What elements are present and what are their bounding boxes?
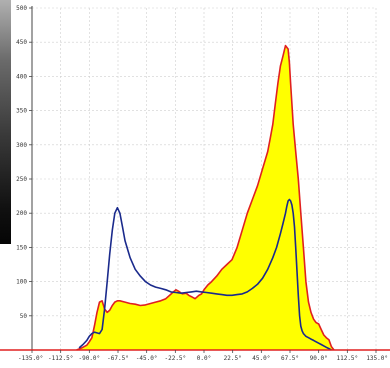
series-layer	[76, 44, 335, 351]
x-tick-label: -112.5°	[48, 355, 73, 362]
x-tick-label: -22.5°	[164, 355, 186, 362]
y-tick-label: 450	[16, 39, 27, 46]
x-tick-label: 112.5°	[336, 355, 358, 362]
x-tick-label: 0.0°	[197, 355, 211, 362]
x-tick-label: -135.0°	[18, 355, 43, 362]
series-1-area	[76, 45, 334, 350]
x-tick-label: -45.0°	[136, 355, 158, 362]
y-tick-label: 300	[16, 142, 27, 149]
y-tick-label: 250	[16, 176, 27, 183]
x-tick-label: 45.0°	[252, 355, 270, 362]
x-tick-labels: -135.0° -112.5° -90.0° -67.5° -45.0° -22.5° 0.…	[18, 355, 388, 362]
series-2-line	[78, 198, 332, 351]
y-tick-label: 500	[16, 5, 27, 12]
y-tick-label: 50	[20, 313, 28, 320]
x-tick-label: 135.0°	[366, 355, 388, 362]
y-tick-labels: 50 100 150 200 250 300 350 400 450 500	[16, 5, 27, 320]
x-tick-label: 22.5°	[224, 355, 242, 362]
x-tick-label: -90.0°	[78, 355, 100, 362]
y-tick-label: 100	[16, 279, 27, 286]
x-tick-label: -67.5°	[107, 355, 129, 362]
x-tick-label: 90.0°	[310, 355, 328, 362]
intensity-gradient-bar	[0, 0, 11, 244]
y-tick-label: 150	[16, 244, 27, 251]
axes	[0, 6, 390, 353]
y-tick-label: 350	[16, 108, 27, 115]
y-tick-label: 200	[16, 210, 27, 217]
series-1-line	[76, 44, 335, 351]
y-tick-label: 400	[16, 73, 27, 80]
x-tick-label: 67.5°	[281, 355, 299, 362]
